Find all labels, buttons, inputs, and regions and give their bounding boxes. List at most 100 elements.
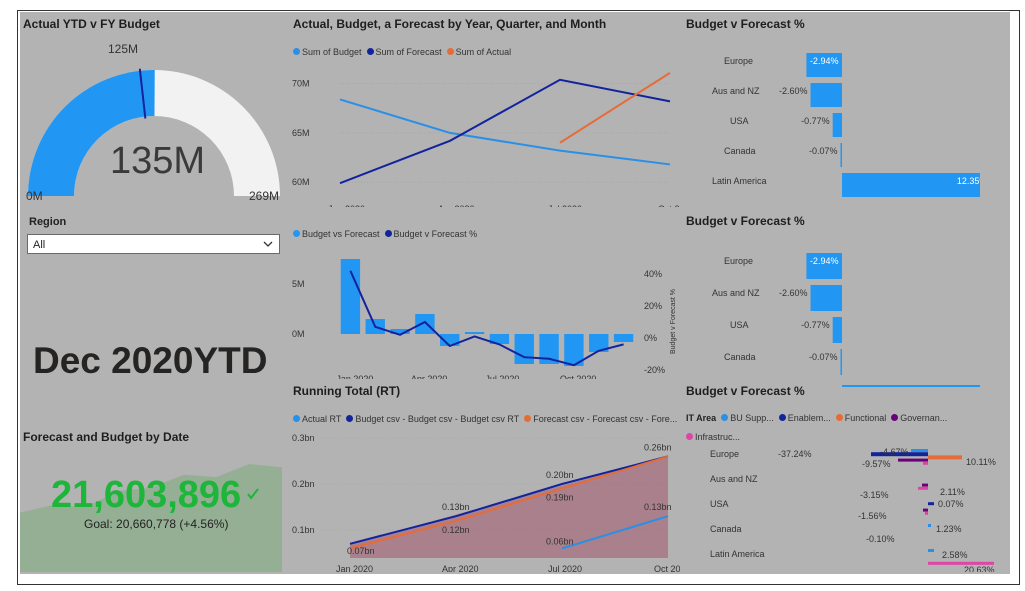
bvf-bars-2-chart[interactable]: Europe -2.94% Aus and NZ -2.60% USA -0.77% Can… [680, 247, 980, 387]
legend-item[interactable]: Governan... [891, 413, 947, 423]
kpi-value: 21,603,896 [51, 474, 242, 516]
bar [923, 461, 928, 465]
series-line [339, 98, 671, 166]
x-tick-label: Jan 2020 [336, 374, 373, 379]
bar [514, 334, 534, 364]
bar [415, 314, 435, 334]
legend-item[interactable]: Enablem... [778, 412, 831, 423]
data-label: 0.26bn [644, 442, 672, 452]
legend-item[interactable]: Actual RT [293, 414, 341, 424]
abf-line-chart[interactable]: 60M 65M 70M Jan 2020 Apr 2020 Jul 2020 Oct 202… [288, 52, 680, 207]
rt-area-chart[interactable]: 0.3bn 0.2bn 0.1bn 0.07bn 0.13bn 0.12bn 0.20bn 0… [288, 420, 680, 572]
legend-item[interactable]: Budget vs Forecast [293, 229, 380, 239]
legend-item[interactable]: Forecast csv - Forecast csv - Fore... [524, 414, 677, 424]
abf-chart-title: Actual, Budget, a Forecast by Year, Quar… [293, 17, 607, 31]
data-label: 2.11% [940, 487, 965, 497]
gauge-min-label: 0M [26, 189, 43, 203]
bar [489, 334, 510, 344]
data-label: 0.13bn [442, 502, 470, 512]
legend-item[interactable]: Sum of Budget [293, 47, 362, 57]
legend-label: Infrastruc... [695, 431, 741, 442]
bvf-bars-1-title: Budget v Forecast % [686, 17, 805, 31]
kpi-trend-chart[interactable] [20, 444, 288, 572]
category-label: Canada [724, 146, 756, 156]
bvf-it-legend: IT Area BU Supp... Enablem... Functional Gov… [686, 406, 1010, 444]
x-tick-label: Oct 2020 [658, 204, 680, 207]
gauge-chart[interactable] [20, 32, 290, 207]
kpi-trend-area [20, 464, 282, 572]
legend-marker [446, 48, 454, 55]
category-label: USA [730, 320, 749, 330]
data-label: -3.15% [860, 490, 889, 500]
legend-label: Budget vs Forecast [302, 228, 380, 239]
bar [898, 458, 928, 462]
bar [840, 143, 842, 167]
bvf-bars-1-chart[interactable]: Europe -2.94% Aus and NZ -2.60% USA -0.77% Can… [680, 47, 980, 197]
data-label: -2.94% [810, 56, 839, 66]
legend-label: BU Supp... [730, 412, 774, 423]
y2-axis-label: Budget v Forecast % [670, 289, 677, 354]
legend-item[interactable]: Infrastruc... [686, 432, 740, 442]
report-canvas: Actual YTD v FY Budget 125M 135M 0M 269M… [20, 12, 1010, 574]
category-label: Aus and NZ [710, 474, 758, 484]
gauge-target-marker [138, 68, 147, 119]
series-line [559, 72, 671, 144]
y2-tick-label: 40% [644, 269, 662, 279]
legend-marker [384, 230, 392, 237]
bar [925, 511, 928, 515]
data-label: -37.24% [778, 449, 812, 459]
x-tick-label: Apr 2020 [438, 204, 475, 207]
kpi-goal: Goal: 20,660,778 (+4.56%) [84, 517, 229, 531]
legend-item[interactable]: BU Supp... [721, 413, 774, 423]
kpi-title: Forecast and Budget by Date [23, 430, 190, 444]
data-label: -9.57% [862, 459, 891, 469]
combo-legend: Budget vs Forecast Budget v Forecast % [293, 222, 482, 241]
bar [842, 173, 980, 197]
legend-label: Enablem... [787, 412, 831, 423]
x-tick-label: Jul 2020 [485, 374, 519, 379]
gauge-fill [28, 70, 155, 196]
bvf-bars-2-title: Budget v Forecast % [686, 214, 805, 228]
legend-label: Actual RT [302, 413, 342, 424]
bar [871, 452, 928, 457]
data-label: -0.07% [809, 146, 838, 156]
bvf-combo-chart[interactable]: 5M 0M 40% 20% 0% -20% Budget v Forecast % Jan 2… [288, 234, 680, 379]
legend-marker [891, 414, 899, 421]
bar [840, 349, 842, 375]
data-label: -1.56% [858, 511, 887, 521]
legend-label: Budget v Forecast % [393, 228, 478, 239]
ytd-card-text: Dec 2020YTD [33, 340, 268, 381]
legend-item[interactable]: Sum of Forecast [366, 47, 442, 57]
category-label: Latin America [710, 549, 765, 559]
region-dropdown[interactable]: All [27, 234, 280, 254]
legend-item[interactable]: Sum of Actual [446, 47, 511, 57]
x-tick-label: Apr 2020 [442, 564, 479, 572]
legend-item[interactable]: Functional [835, 412, 887, 423]
rt-area-fill [350, 456, 668, 558]
bar [564, 334, 584, 366]
y-tick-label: 65M [292, 128, 310, 138]
legend-label: Governan... [900, 412, 948, 423]
gauge-title: Actual YTD v FY Budget [23, 17, 160, 31]
data-label: -2.60% [779, 86, 808, 96]
legend-item[interactable]: Budget v Forecast % [384, 228, 478, 239]
gauge-target-label: 125M [108, 42, 139, 56]
data-label: -2.60% [779, 288, 808, 298]
legend-marker [293, 48, 300, 55]
category-label: Aus and NZ [712, 86, 760, 96]
category-label: USA [730, 116, 749, 126]
bar [464, 332, 485, 334]
bar [613, 334, 634, 342]
data-label: 0.13bn [644, 502, 672, 512]
bvf-it-chart[interactable]: Europe Aus and NZ USA Canada Latin America -3… [680, 417, 1008, 572]
legend-label: Functional [844, 412, 887, 423]
data-label: -0.07% [809, 352, 838, 362]
y2-tick-label: 0% [644, 333, 657, 343]
data-label: 2.58% [942, 550, 968, 560]
series-line [349, 455, 669, 550]
x-tick-label: Oct 2020 [560, 374, 597, 379]
data-label: 0.20bn [546, 470, 574, 480]
legend-item[interactable]: Budget csv - Budget csv - Budget csv RT [346, 414, 519, 424]
bar [832, 317, 842, 343]
legend-marker [778, 414, 786, 421]
